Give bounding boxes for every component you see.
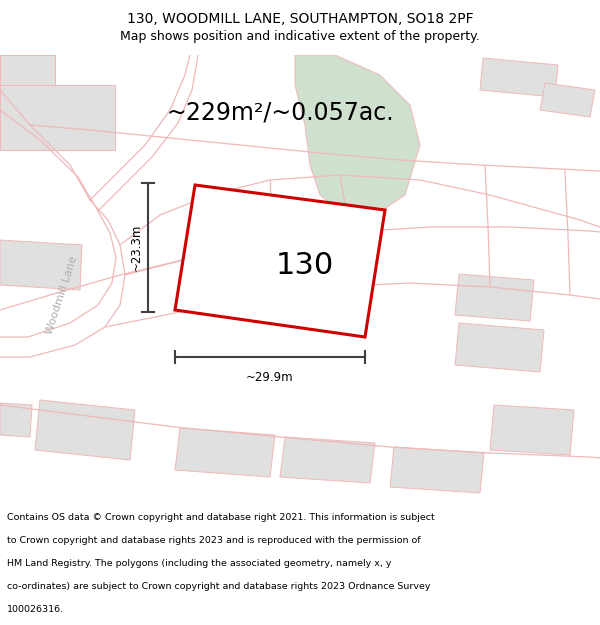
Polygon shape	[455, 274, 534, 321]
Polygon shape	[455, 323, 544, 372]
Polygon shape	[35, 400, 135, 460]
Text: 100026316.: 100026316.	[7, 604, 64, 614]
Text: Woodmill Lane: Woodmill Lane	[44, 254, 79, 336]
Text: Map shows position and indicative extent of the property.: Map shows position and indicative extent…	[120, 30, 480, 43]
Text: HM Land Registry. The polygons (including the associated geometry, namely x, y: HM Land Registry. The polygons (includin…	[7, 559, 392, 568]
Polygon shape	[175, 185, 385, 337]
Polygon shape	[0, 240, 82, 290]
Polygon shape	[540, 83, 595, 117]
Text: co-ordinates) are subject to Crown copyright and database rights 2023 Ordnance S: co-ordinates) are subject to Crown copyr…	[7, 582, 431, 591]
Polygon shape	[0, 403, 32, 437]
Text: 130, WOODMILL LANE, SOUTHAMPTON, SO18 2PF: 130, WOODMILL LANE, SOUTHAMPTON, SO18 2P…	[127, 12, 473, 26]
Text: to Crown copyright and database rights 2023 and is reproduced with the permissio: to Crown copyright and database rights 2…	[7, 536, 421, 545]
Polygon shape	[390, 447, 484, 493]
Polygon shape	[175, 428, 275, 477]
Polygon shape	[490, 405, 574, 455]
Polygon shape	[0, 55, 55, 85]
Polygon shape	[480, 58, 558, 97]
Polygon shape	[295, 55, 420, 215]
Polygon shape	[0, 85, 115, 150]
Text: ~29.9m: ~29.9m	[246, 371, 294, 384]
Text: Contains OS data © Crown copyright and database right 2021. This information is : Contains OS data © Crown copyright and d…	[7, 513, 435, 522]
Text: ~23.3m: ~23.3m	[130, 224, 143, 271]
Text: ~229m²/~0.057ac.: ~229m²/~0.057ac.	[166, 101, 394, 125]
Text: 130: 130	[276, 251, 334, 280]
Polygon shape	[280, 437, 375, 483]
